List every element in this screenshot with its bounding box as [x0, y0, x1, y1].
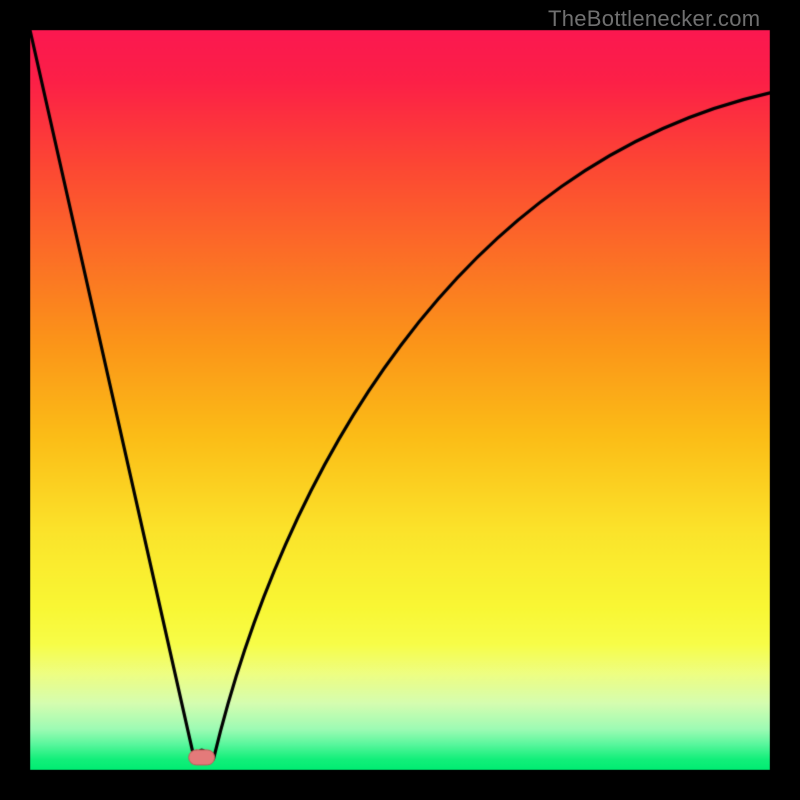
chart-container: TheBottlenecker.com [0, 0, 800, 800]
watermark-text: TheBottlenecker.com [548, 6, 760, 32]
curve-canvas [0, 0, 800, 800]
